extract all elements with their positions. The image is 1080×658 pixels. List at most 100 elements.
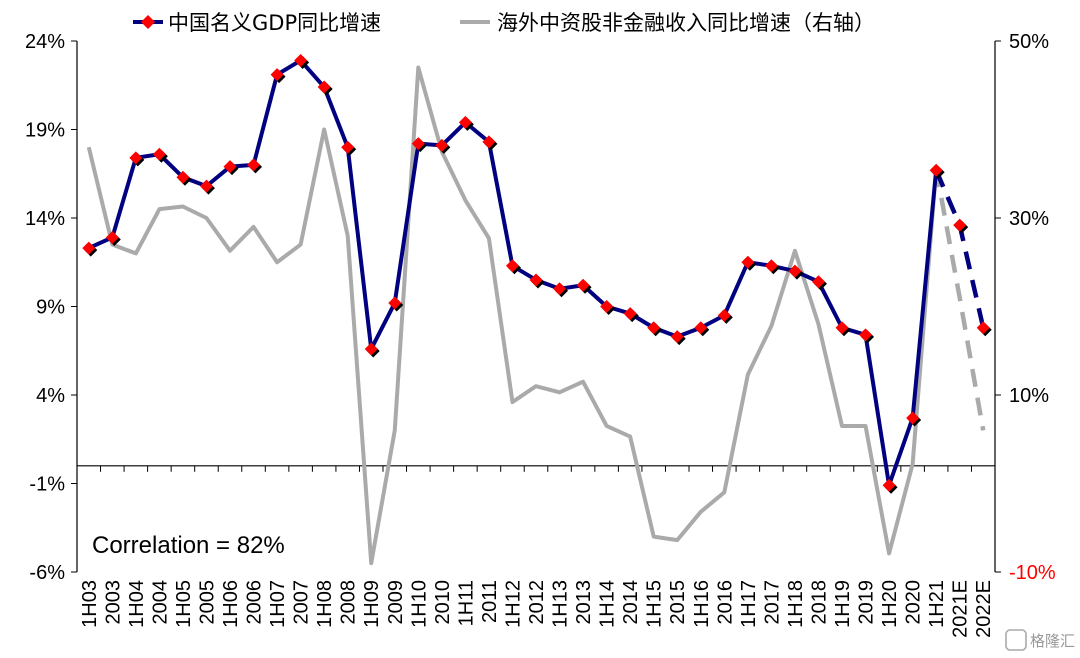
x-tick-label: 2015 <box>667 580 689 625</box>
left-y-tick-label: 14% <box>25 208 65 230</box>
x-tick-label: 1H15 <box>644 580 666 628</box>
right-y-tick-label: -10% <box>1009 562 1056 584</box>
gdp-line-solid <box>87 58 939 488</box>
gdp-data-point <box>317 80 331 94</box>
x-tick-label: 2008 <box>338 580 360 625</box>
x-tick-label: 2006 <box>244 580 266 625</box>
gdp-data-point <box>929 163 943 177</box>
left-y-tick-label: 19% <box>25 120 65 142</box>
x-tick-label: 2009 <box>385 580 407 625</box>
gdp-data-point <box>600 300 614 313</box>
x-tick-label: 1H10 <box>408 580 430 628</box>
x-tick-label: 1H04 <box>126 580 148 628</box>
gdp-data-point <box>152 147 166 161</box>
gdp-data-point <box>811 275 825 289</box>
gdp-data-point <box>341 140 355 154</box>
gdp-data-point <box>835 321 849 335</box>
x-tick-label: 2017 <box>761 580 783 625</box>
gdp-data-point <box>906 411 920 425</box>
gdp-data-point <box>505 259 519 273</box>
x-tick-label: 1H08 <box>314 580 336 628</box>
right-y-tick-label: 10% <box>1009 385 1049 407</box>
gdp-data-point <box>529 273 543 287</box>
x-tick-label: 1H19 <box>832 580 854 628</box>
gdp-data-point <box>105 230 119 244</box>
x-tick-label: 1H14 <box>597 580 619 628</box>
x-tick-label: 2012 <box>526 580 548 625</box>
gdp-data-point <box>670 330 684 344</box>
watermark-logo-icon <box>1005 629 1027 651</box>
x-tick-label: 2013 <box>573 580 595 625</box>
legend: 中国名义GDP同比增速 海外中资股非金融收入同比增速（右轴） <box>133 11 875 35</box>
x-tick-label: 1H12 <box>502 580 524 628</box>
gdp-data-point <box>82 241 96 255</box>
x-tick-label: 1H05 <box>173 580 195 628</box>
gdp-data-point <box>435 138 449 152</box>
x-tick-label: 1H13 <box>550 580 572 628</box>
gdp-data-point <box>882 478 896 492</box>
watermark-text: 格隆汇 <box>1030 632 1075 650</box>
x-tick-label: 2021E <box>950 580 972 638</box>
x-tick-label: 2005 <box>196 580 218 625</box>
overseas-revenue-line-solid <box>86 65 939 566</box>
gdp-data-point <box>553 282 567 296</box>
gdp-data-point <box>270 68 284 82</box>
x-axis-tick-labels: 1H03 2003 1H04 2004 1H05 2005 1H06 2006 1H07 2007… <box>79 580 995 638</box>
x-tick-label: 2004 <box>149 580 171 625</box>
left-y-tick-label: -1% <box>29 474 65 496</box>
correlation-annotation: Correlation = 82% <box>92 532 285 559</box>
x-tick-label: 2010 <box>432 580 454 625</box>
x-tick-label: 2020 <box>903 580 925 625</box>
x-tick-label: 2011 <box>479 580 501 623</box>
gdp-data-point <box>411 137 425 151</box>
gdp-data-point <box>976 321 990 335</box>
left-y-tick-label: -6% <box>29 562 65 584</box>
right-y-tick-label: 50% <box>1009 31 1049 53</box>
gdp-data-point <box>647 321 661 335</box>
x-tick-label: 1H18 <box>785 580 807 628</box>
x-tick-label: 1H17 <box>738 580 760 628</box>
right-y-tick-label: 30% <box>1009 208 1049 230</box>
x-tick-label: 1H07 <box>267 580 289 628</box>
gdp-data-point <box>247 158 261 172</box>
left-y-tick-label: 4% <box>36 385 65 407</box>
left-y-tick-label: 24% <box>25 31 65 53</box>
gdp-data-point <box>129 151 143 165</box>
gdp-data-point <box>388 296 402 310</box>
x-tick-label: 1H03 <box>79 580 101 628</box>
gdp-data-point <box>223 160 237 174</box>
x-tick-label: 2014 <box>620 580 642 625</box>
gdp-data-point <box>859 328 873 342</box>
gdp-data-point <box>694 321 708 335</box>
watermark: 格隆汇 <box>1005 629 1075 651</box>
gdp-line-forecast <box>934 169 986 329</box>
gdp-data-point <box>623 307 637 321</box>
gdp-data-point <box>764 259 778 273</box>
gdp-data-point <box>717 308 731 322</box>
x-tick-label: 1H06 <box>220 580 242 628</box>
gdp-data-point <box>788 264 802 278</box>
legend-gdp-swatch-marker <box>141 15 155 29</box>
legend-overseas-label: 海外中资股非金融收入同比增速（右轴） <box>497 11 875 35</box>
x-tick-label: 1H16 <box>691 580 713 628</box>
x-tick-label: 1H21 <box>926 580 948 628</box>
gdp-data-point <box>458 115 472 129</box>
overseas-revenue-line-forecast <box>933 168 986 431</box>
gdp-data-point <box>176 170 190 184</box>
gdp-data-point <box>199 179 213 193</box>
x-tick-label: 2016 <box>714 580 736 625</box>
x-tick-label: 2019 <box>856 580 878 625</box>
gdp-data-point <box>364 342 378 356</box>
x-tick-label: 2003 <box>102 580 124 625</box>
series-overseas-revenue-growth <box>86 65 986 566</box>
axes: 24% 19% 14% 9% 4% -1% -6% 50% 30% 10% -10% <box>25 31 1056 584</box>
left-y-tick-label: 9% <box>36 297 65 319</box>
x-tick-label: 2018 <box>808 580 830 625</box>
gdp-data-point <box>294 53 308 67</box>
gdp-data-point <box>953 218 967 232</box>
x-tick-label: 2022E <box>973 580 995 638</box>
series-nominal-gdp-growth <box>82 53 992 494</box>
x-tick-label: 1H11 <box>455 580 477 626</box>
x-tick-label: 1H20 <box>879 580 901 628</box>
x-tick-label: 2007 <box>291 580 313 625</box>
